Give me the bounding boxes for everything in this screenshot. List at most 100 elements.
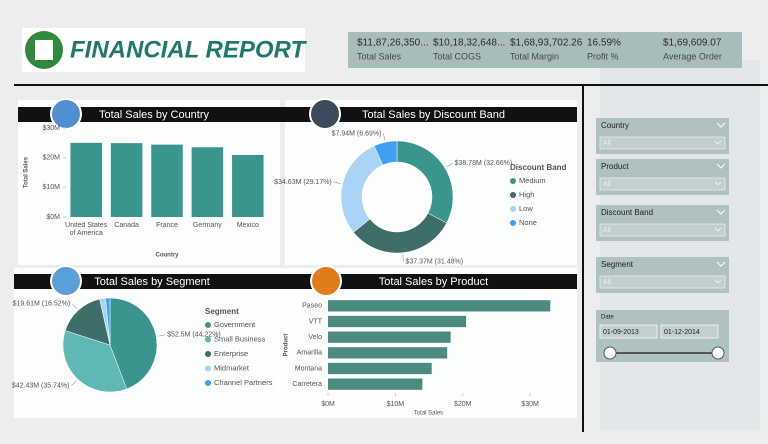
legend-label: None — [519, 218, 537, 227]
legend-swatch — [205, 351, 211, 357]
bar — [110, 143, 143, 217]
report-title: FINANCIAL REPORT — [70, 36, 307, 63]
slicer-value: All — [603, 227, 611, 234]
x-tick-label-box: United States of America — [65, 222, 107, 237]
slicer-dropdown[interactable] — [599, 177, 726, 191]
title-bar — [14, 274, 290, 289]
chevron — [716, 261, 726, 267]
chevron — [714, 181, 722, 186]
legend-label: High — [519, 190, 534, 199]
chart-title: Total Sales by Discount Band — [362, 109, 505, 121]
title-bar — [290, 274, 577, 289]
data-label: $52.5M (44.22%) — [167, 332, 221, 339]
data-label: $7.94M (6.69%) — [332, 130, 382, 137]
legend-label: Government — [214, 320, 256, 329]
slicer-label: Date — [601, 315, 614, 321]
leader-line — [446, 163, 453, 168]
legend-label: Medium — [519, 176, 546, 185]
kpi-value: 16.59% — [587, 38, 621, 49]
legend-swatch — [510, 192, 516, 198]
chevron — [714, 227, 722, 232]
bar — [328, 378, 423, 390]
title-icon — [50, 265, 82, 297]
legend-swatch — [205, 365, 211, 372]
data-label: $42.43M (35.74%) — [12, 382, 70, 389]
logo-icon — [35, 40, 53, 60]
slicer-dropdown[interactable] — [599, 136, 726, 150]
bar — [328, 347, 448, 359]
bar — [328, 300, 551, 312]
slicer-value: All — [603, 140, 611, 147]
data-label: $38.78M (32.66%) — [455, 160, 513, 167]
slice — [373, 140, 398, 166]
slicer-value: All — [603, 279, 611, 286]
chart-title: Total Sales by Segment — [94, 276, 210, 288]
x-tick-label: Canada — [114, 222, 139, 229]
chevron — [716, 209, 726, 215]
x-tick-label-box: Mexico — [236, 222, 259, 229]
legend-title: Segment — [205, 307, 239, 316]
leader-line — [333, 181, 341, 184]
y-tick-label: Amarilla — [297, 350, 322, 357]
legend-label: Enterprise — [214, 349, 248, 358]
y-tick-label: VTT — [309, 318, 323, 325]
leader-line — [383, 133, 386, 141]
data-label: $34.63M (29.17%) — [274, 179, 332, 186]
slider-handle[interactable] — [711, 346, 725, 360]
legend-swatch — [510, 178, 516, 184]
bar — [328, 331, 451, 343]
legend-swatch — [205, 322, 211, 328]
legend-swatch — [510, 206, 516, 212]
date-input[interactable] — [599, 324, 658, 339]
x-tick-label-box: Canada — [114, 222, 139, 229]
slicer-dropdown[interactable] — [599, 223, 726, 237]
data-label: $19.61M (16.52%) — [13, 301, 71, 308]
slice — [109, 297, 158, 390]
data-label: $37.37M (31.48%) — [406, 259, 464, 266]
kpi-label: Total COGS — [433, 51, 481, 61]
leader-line — [71, 380, 77, 386]
y-tick-label: $10M — [42, 184, 60, 191]
title-icon — [310, 265, 342, 297]
x-tick-label: $20M — [454, 401, 472, 408]
chart-title: Total Sales by Country — [99, 109, 210, 121]
y-tick-label: $0M — [46, 214, 60, 221]
x-tick-label: Mexico — [236, 222, 259, 229]
bar — [70, 142, 102, 217]
slicer-dropdown[interactable] — [599, 275, 726, 289]
legend-label: Channel Partners — [214, 378, 273, 387]
kpi-value: $10,18,32,648... — [433, 38, 505, 49]
legend-label: Midmarket — [214, 363, 250, 372]
header-box — [22, 28, 305, 72]
title-bar — [18, 107, 290, 122]
y-tick-label: Montana — [295, 365, 322, 372]
leader-line — [71, 303, 78, 310]
x-tick-label: France — [156, 222, 178, 229]
bar — [328, 315, 467, 328]
date-end: 01-12-2014 — [664, 329, 700, 336]
legend-swatch — [205, 380, 211, 386]
bar — [191, 147, 224, 217]
x-tick-label-box: France — [156, 222, 178, 229]
kpi-value: $11,87,26,350... — [357, 38, 429, 49]
y-tick-label: $30M — [42, 125, 60, 132]
chevron — [716, 122, 726, 128]
slider-handle[interactable] — [603, 346, 617, 360]
slice — [105, 297, 111, 346]
background-art — [600, 60, 760, 430]
bar — [151, 144, 183, 217]
y-axis-label: Product — [284, 334, 290, 357]
y-tick-label: $20M — [42, 155, 60, 162]
date-input[interactable] — [660, 324, 719, 339]
date-start: 01-09-2013 — [603, 329, 639, 336]
legend-swatch — [510, 220, 516, 226]
bar — [232, 154, 264, 217]
title-icon — [309, 98, 341, 130]
y-axis-label: Total Sales — [24, 156, 30, 188]
legend-swatch — [205, 336, 211, 343]
kpi-value: $1,68,93,702.26 — [510, 38, 583, 49]
slicer-label: Product — [601, 162, 629, 171]
slice — [62, 330, 128, 393]
